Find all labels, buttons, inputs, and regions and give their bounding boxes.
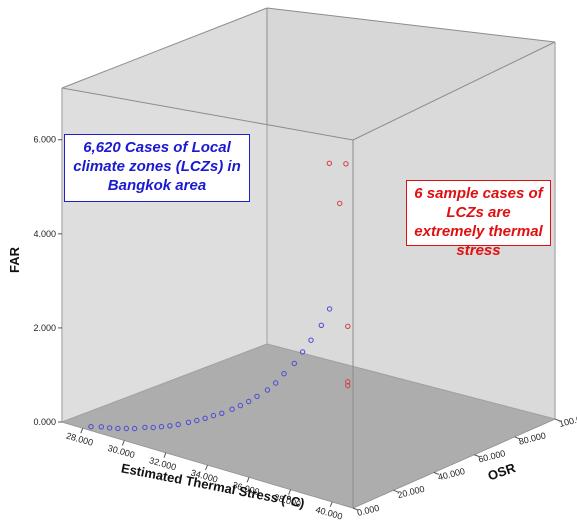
data-point-s0-27: [326, 306, 333, 312]
back-wall: [62, 8, 267, 422]
data-point-s0-14: [210, 412, 217, 419]
data-point-s0-21: [273, 380, 279, 386]
data-point-s0-9: [167, 423, 173, 429]
box-edges: [61, 7, 556, 509]
data-point-s0-26: [318, 322, 324, 328]
y-tick-label-3: 6.000: [33, 135, 56, 145]
x-tick-mark-4: [246, 477, 250, 483]
data-point-s0-2: [106, 425, 113, 431]
data-point-s1-2: [345, 323, 351, 329]
x-tick-mark-3: [205, 464, 208, 471]
y-tick-label-1: 2.000: [33, 323, 56, 333]
data-point-s0-8: [158, 424, 165, 430]
annotation-lcz-count: 6,620 Cases of Local climate zones (LCZs…: [64, 134, 250, 202]
x-tick-mark-5: [288, 489, 292, 495]
data-point-s0-6: [142, 424, 148, 431]
data-point-s0-1: [98, 424, 105, 430]
data-point-s0-3: [115, 425, 121, 432]
data-point-s0-24: [299, 349, 306, 355]
annotation-extreme-cases: 6 sample cases of LCZs are extremely the…: [406, 180, 551, 259]
data-point-s0-17: [237, 402, 244, 409]
data-point-s1-3: [337, 200, 343, 207]
data-point-s1-5: [343, 161, 349, 167]
data-point-s0-25: [308, 337, 314, 343]
x-tick-label-1: 30.000: [107, 443, 136, 460]
data-point-s0-20: [264, 387, 271, 393]
x-tick-label-6: 40.000: [314, 504, 343, 521]
data-point-s0-23: [291, 360, 297, 367]
z-tick-mark-4: [514, 436, 520, 440]
z-tick-label-5: 100.000: [558, 411, 577, 429]
z-tick-mark-3: [474, 454, 480, 458]
z-tick-mark-1: [393, 489, 399, 493]
data-point-s0-7: [150, 424, 156, 431]
data-point-s0-19: [254, 393, 260, 400]
y-axis-label: FAR: [7, 246, 22, 273]
data-point-s1-0: [345, 382, 351, 389]
z-tick-mark-5: [554, 418, 561, 422]
x-tick-mark-6: [329, 501, 333, 508]
y-tick-label-2: 4.000: [33, 229, 56, 239]
front-edges: [61, 41, 556, 508]
x-tick-label-0: 28.000: [65, 431, 94, 448]
data-point-s0-16: [229, 406, 235, 412]
data-point-s0-15: [219, 410, 225, 416]
data-point-s0-13: [202, 415, 208, 421]
data-layer: [88, 160, 351, 432]
data-point-s1-1: [345, 379, 351, 385]
x-tick-mark-0: [80, 427, 84, 434]
data-point-s0-22: [281, 371, 287, 377]
x-tick-mark-2: [163, 452, 167, 458]
z-tick-mark-2: [433, 471, 439, 475]
data-point-s0-4: [123, 425, 130, 432]
z-axis-label: OSR: [486, 460, 518, 484]
data-point-s0-0: [88, 424, 94, 430]
y-tick-label-0: 0.000: [33, 417, 56, 427]
data-point-s0-11: [185, 419, 192, 425]
data-point-s0-18: [246, 398, 252, 405]
floor-plane: [62, 344, 555, 508]
data-point-s0-5: [131, 425, 138, 432]
x-tick-mark-1: [121, 440, 125, 446]
z-tick-mark-0: [352, 507, 359, 511]
data-point-s0-10: [175, 421, 181, 428]
data-point-s1-4: [326, 160, 333, 167]
data-point-s0-12: [194, 417, 200, 424]
